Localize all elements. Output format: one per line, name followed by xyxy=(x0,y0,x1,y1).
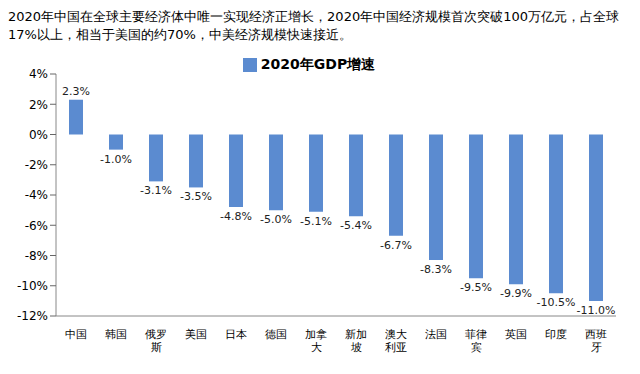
svg-text:2.3%: 2.3% xyxy=(62,85,90,98)
html-text:2020年中国在全球主要经济体中唯一实现经济正增长，2020: 2020年中国在全球主要经济体中唯一实现经济正增长，2020年中国经济规模首次突… xyxy=(8,9,619,42)
svg-text:俄罗斯: 俄罗斯 xyxy=(145,328,167,354)
svg-text:澳大利亚: 澳大利亚 xyxy=(385,328,407,354)
svg-text:-4%: -4% xyxy=(25,188,48,202)
svg-text:4%: 4% xyxy=(29,67,48,81)
svg-text:-9.5%: -9.5% xyxy=(460,281,492,294)
svg-text:英国: 英国 xyxy=(505,328,527,341)
svg-text:日本: 日本 xyxy=(225,328,247,341)
svg-text:-4.8%: -4.8% xyxy=(220,210,252,223)
svg-text:法国: 法国 xyxy=(425,328,447,341)
svg-text:-11.0%: -11.0% xyxy=(577,304,616,317)
svg-text:-6.7%: -6.7% xyxy=(380,239,412,252)
svg-text:-5.1%: -5.1% xyxy=(300,215,332,228)
svg-text:菲律宾: 菲律宾 xyxy=(465,328,487,354)
svg-text:美国: 美国 xyxy=(185,328,207,341)
svg-text:西班牙: 西班牙 xyxy=(585,328,607,354)
svg-text:-12%: -12% xyxy=(17,309,48,323)
svg-text:-9.9%: -9.9% xyxy=(500,287,532,300)
svg-text:中国: 中国 xyxy=(65,328,87,341)
svg-text:-10.5%: -10.5% xyxy=(537,296,576,309)
svg-text:-10%: -10% xyxy=(17,279,48,293)
svg-text:-2%: -2% xyxy=(25,158,48,172)
svg-text:德国: 德国 xyxy=(265,328,287,341)
svg-text:0%: 0% xyxy=(29,128,48,142)
svg-text:-8%: -8% xyxy=(25,249,48,263)
svg-text:-5.4%: -5.4% xyxy=(340,219,372,232)
svg-text:韩国: 韩国 xyxy=(105,328,127,341)
svg-text:-8.3%: -8.3% xyxy=(420,263,452,276)
svg-text:-6%: -6% xyxy=(25,219,48,233)
svg-text:加拿大: 加拿大 xyxy=(305,328,327,354)
svg-text:2%: 2% xyxy=(29,98,48,112)
svg-text:-3.5%: -3.5% xyxy=(180,190,212,203)
svg-text:新加坡: 新加坡 xyxy=(345,328,367,354)
svg-text:-1.0%: -1.0% xyxy=(100,153,132,166)
svg-text:-3.1%: -3.1% xyxy=(140,184,172,197)
html-text:2020年GDP增速: 2020年GDP增速 xyxy=(260,56,376,72)
svg-text:印度: 印度 xyxy=(545,328,567,341)
svg-text:-5.0%: -5.0% xyxy=(260,213,292,226)
